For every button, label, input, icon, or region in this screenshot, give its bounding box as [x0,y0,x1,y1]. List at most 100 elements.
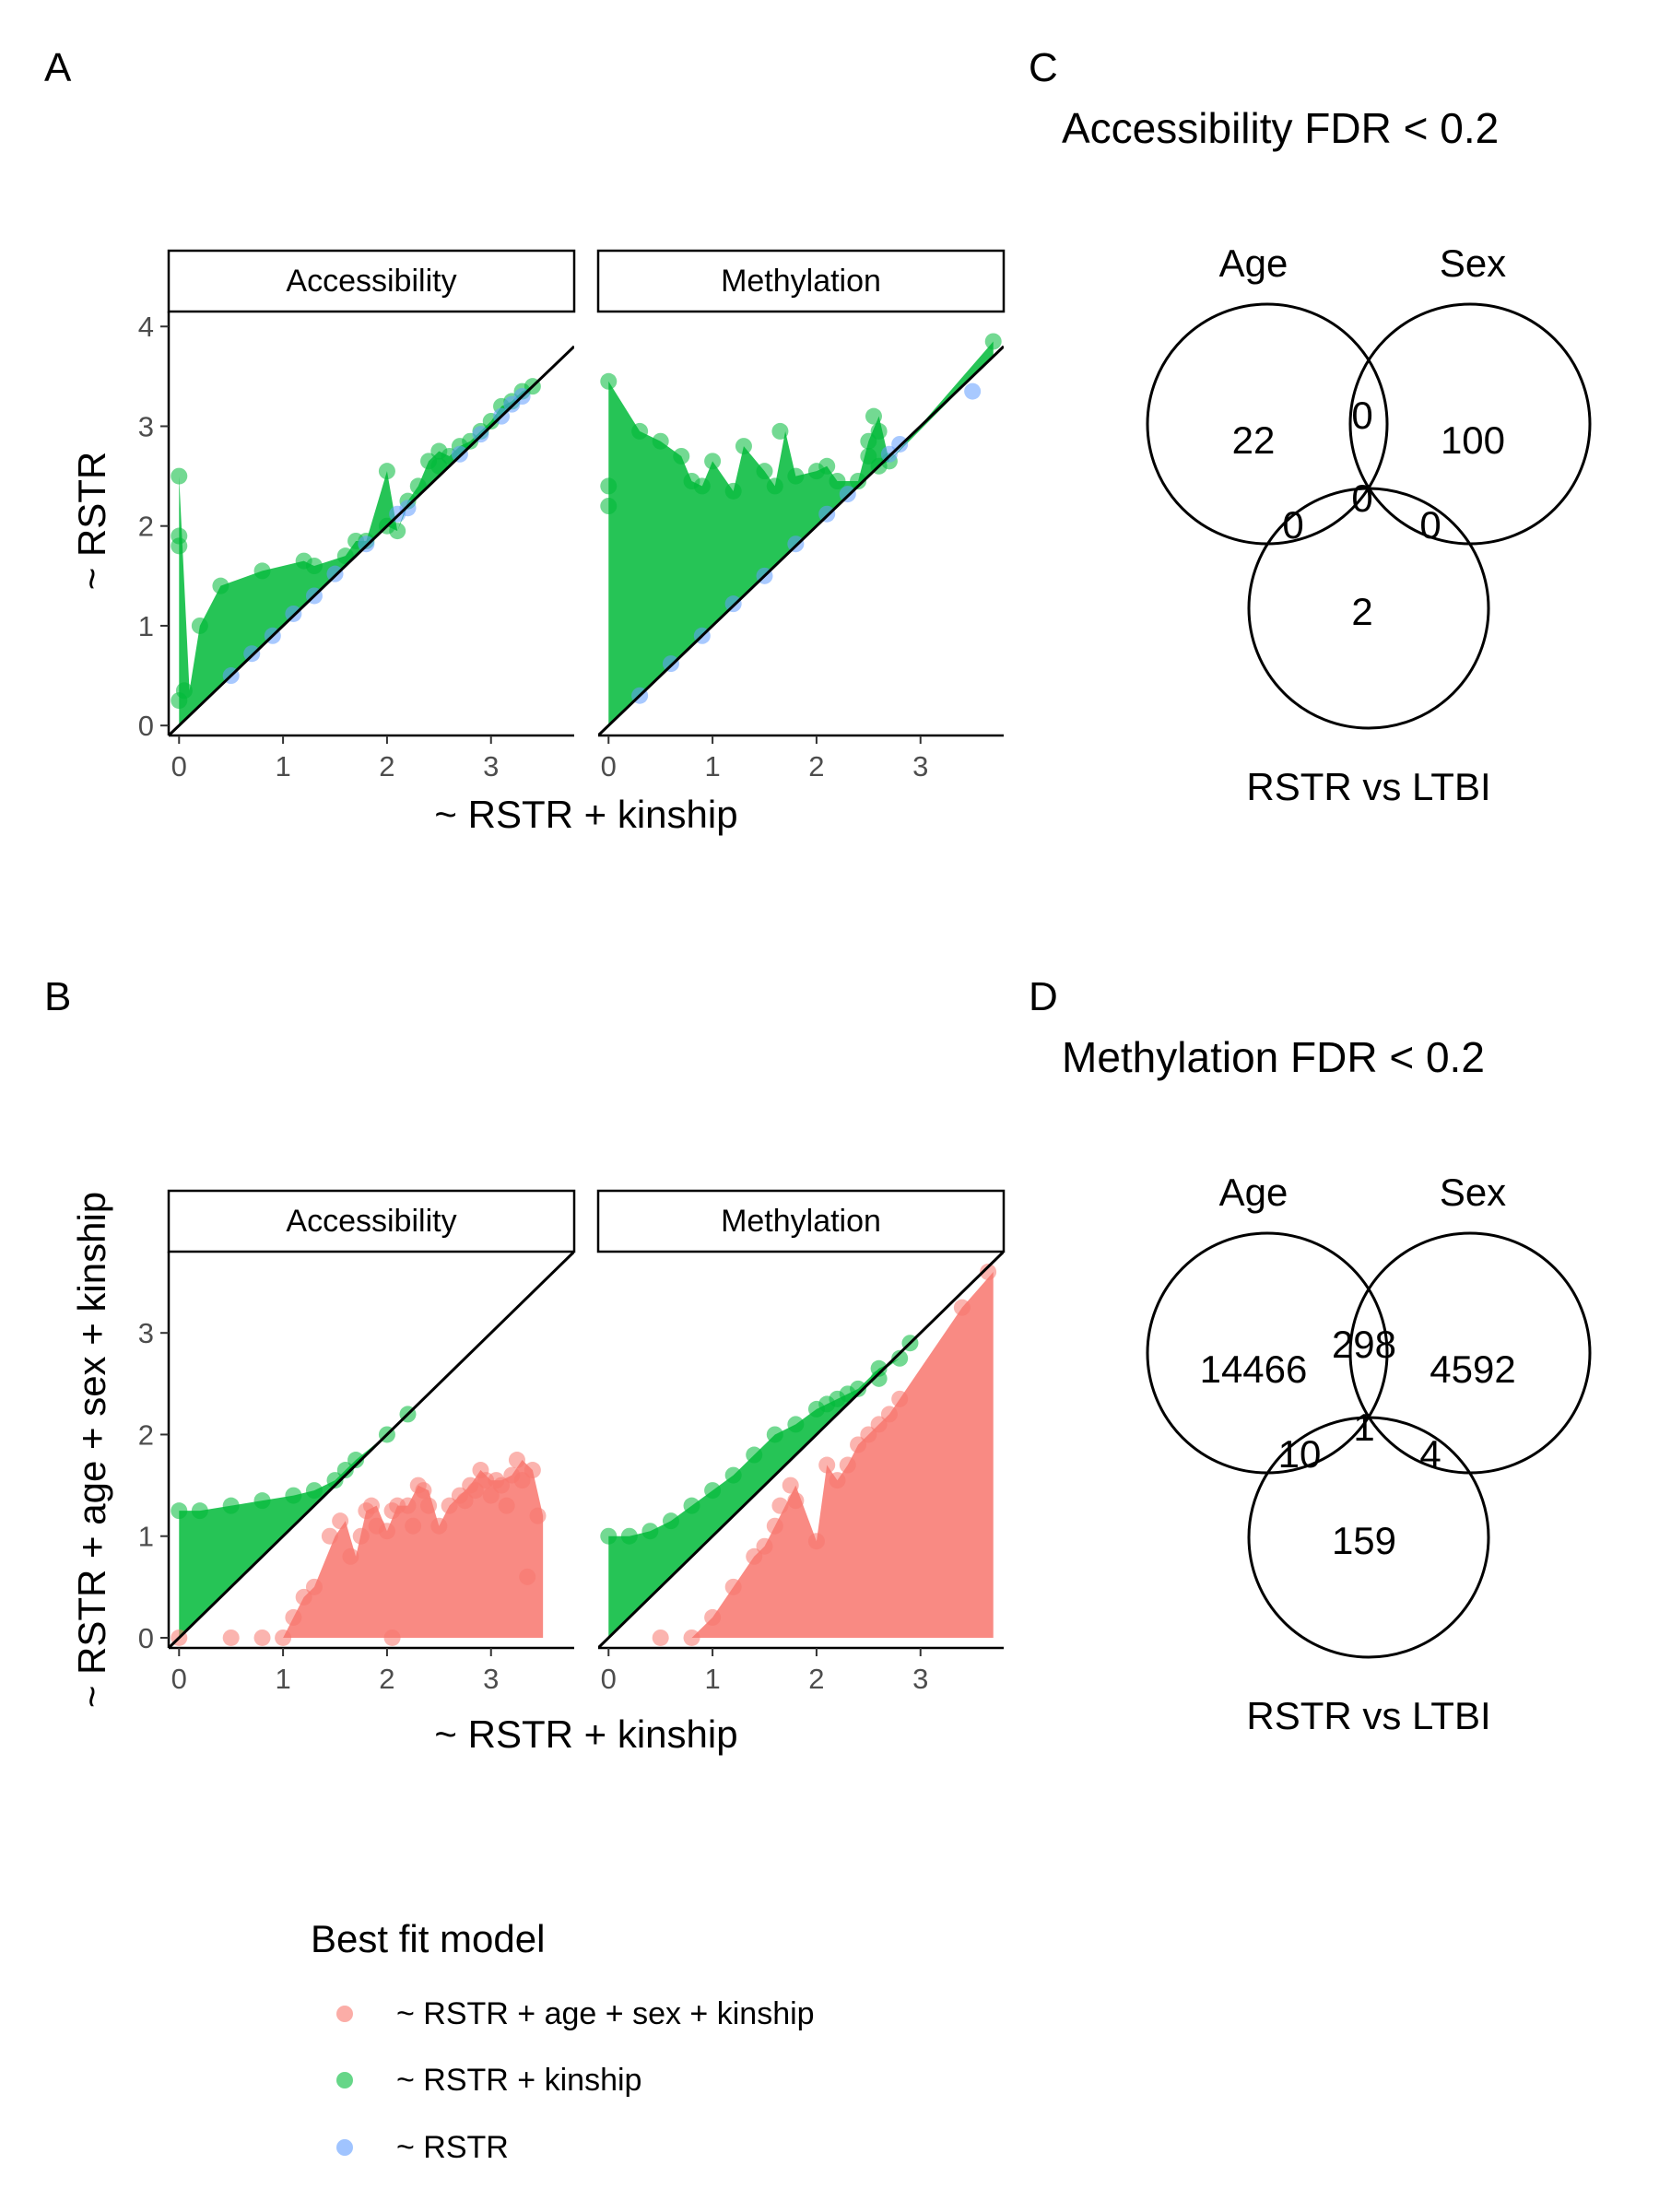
data-point-full-accessibility-b-10 [352,1527,370,1545]
point-cloud-kinship-accessibility-b [179,1414,408,1638]
data-point-kinship-accessibility-b-7 [336,1462,354,1479]
x-tick-label-methylation-b-1: 1 [704,1663,720,1695]
venn-circle-rstr-d [1247,1416,1490,1659]
data-point-kinship-accessibility-b-2 [222,1497,240,1514]
venn-count-sex-only-c: 100 [1441,418,1505,462]
data-point-kinship-methylation-b-1 [620,1527,638,1545]
data-point-kinship-accessibility-b-8 [347,1452,365,1469]
facet-methylation-b [598,1252,1004,1650]
data-point-kinship-methylation-a-0 [600,372,618,390]
data-point-full-accessibility-b-40 [383,1629,401,1646]
legend-label-full-model: ~ RSTR + age + sex + kinship [396,1996,815,2031]
venn-set-label-rstr-d: RSTR vs LTBI [1246,1694,1490,1737]
y-tick-label-b-0: 0 [138,1622,154,1654]
venn-count-age-only-d: 14466 [1200,1347,1308,1391]
x-tick-label-methylation-b-2: 2 [808,1663,824,1695]
data-point-kinship-methylation-a-20 [860,447,877,465]
panel-label-b: B [44,974,71,1019]
identity-line-accessibility-a [169,345,574,735]
data-point-kinship-methylation-a-11 [756,463,773,480]
data-point-kinship-methylation-b-14 [891,1349,909,1367]
y-tick-label-a-0: 0 [138,710,154,742]
data-point-full-methylation-b-11 [818,1456,836,1474]
panel-label-a: A [44,45,72,90]
legend-entry-kinship-model: ~ RSTR + kinship [336,2063,641,2098]
x-tick-label-methylation-a-0: 0 [601,750,617,782]
x-tick-label-methylation-a-2: 2 [808,750,824,782]
data-point-kinship-accessibility-b-5 [305,1482,323,1500]
facet-label-accessibility-b: Accessibility [286,1204,456,1239]
x-axis-title-b: ~ RSTR + kinship [434,1712,737,1756]
x-tick-label-methylation-a-1: 1 [704,750,720,782]
y-axis-ticks-b: 0 1 2 3 [138,1317,169,1654]
data-point-kinship-methylation-b-16 [870,1370,888,1387]
data-point-kinship-accessibility-a-6 [212,577,229,594]
venn-count-all-d: 1 [1353,1406,1374,1449]
data-point-full-accessibility-b-20 [415,1482,432,1500]
data-point-kinship-methylation-a-19 [860,432,877,450]
venn-set-label-age-d: Age [1219,1171,1288,1214]
data-point-kinship-accessibility-a-5 [191,617,208,634]
data-point-full-methylation-b-3 [724,1578,742,1595]
data-point-full-methylation-b-10 [807,1533,825,1550]
facet-label-accessibility-a: Accessibility [286,264,456,299]
data-point-full-accessibility-b-18 [405,1517,422,1535]
data-point-full-accessibility-b-1 [222,1629,240,1646]
data-point-full-accessibility-b-6 [305,1578,323,1595]
data-point-kinship-methylation-a-23 [870,422,888,440]
facet-strip-accessibility-b: Accessibility [167,1189,576,1253]
data-point-full-accessibility-b-35 [508,1452,525,1469]
legend-entry-full-model: ~ RSTR + age + sex + kinship [336,1996,815,2031]
data-point-full-accessibility-b-22 [430,1517,448,1535]
data-point-full-methylation-b-13 [839,1456,856,1474]
data-point-full-accessibility-b-3 [275,1629,292,1646]
facet-strip-methylation-a: Methylation [596,249,1006,313]
data-point-kinship-accessibility-a-14 [389,523,406,540]
data-point-full-methylation-b-14 [850,1436,867,1453]
venn-set-label-sex-d: Sex [1440,1171,1506,1214]
venn-count-age-only-c: 22 [1232,418,1276,462]
x-tick-label-methylation-b-0: 0 [601,1663,617,1695]
venn-set-label-rstr-c: RSTR vs LTBI [1246,765,1490,808]
venn-set-label-age-c: Age [1219,241,1288,285]
data-point-full-accessibility-b-9 [342,1547,359,1565]
data-point-kinship-methylation-a-5 [673,447,690,465]
data-point-kinship-accessibility-a-4 [175,682,193,700]
data-point-full-methylation-b-20 [980,1264,997,1281]
data-point-full-methylation-b-0 [652,1629,669,1646]
identity-line-methylation-b [598,1252,1004,1648]
y-tick-label-b-1: 1 [138,1521,154,1553]
facet-accessibility-a [167,312,574,737]
legend: Best fit model ~ RSTR + age + sex + kins… [311,1917,815,2165]
venn-count-sex-rstr-d: 4 [1419,1432,1441,1476]
data-point-kinship-methylation-b-4 [683,1497,700,1514]
data-point-kinship-methylation-b-8 [766,1426,783,1443]
data-point-kinship-methylation-b-9 [787,1416,805,1433]
data-point-full-accessibility-b-39 [529,1507,547,1524]
data-point-full-methylation-b-8 [782,1477,799,1494]
x-tick-label-methylation-a-3: 3 [912,750,928,782]
data-point-full-accessibility-b-30 [482,1487,500,1504]
data-point-full-methylation-b-1 [683,1629,700,1646]
data-point-kinship-methylation-b-5 [704,1482,722,1500]
data-point-full-accessibility-b-12 [363,1497,380,1514]
data-point-kinship-methylation-a-10 [735,438,752,455]
data-point-kinship-accessibility-a-7 [253,562,271,580]
x-tick-label-accessibility-a-0: 0 [171,750,187,782]
venn-count-all-c: 0 [1351,477,1372,520]
data-point-kinship-methylation-b-2 [641,1523,659,1540]
venn-count-age-rstr-c: 0 [1282,503,1303,547]
panel-label-d: D [1029,974,1058,1019]
facet-label-methylation-b: Methylation [721,1204,881,1239]
data-point-kinship-methylation-a-1 [600,477,618,495]
x-tick-label-accessibility-a-1: 1 [275,750,290,782]
data-point-full-methylation-b-5 [756,1537,773,1555]
panel-label-c: C [1029,45,1058,90]
data-point-kinship-accessibility-a-0 [171,467,188,485]
venn-title-d: Methylation FDR < 0.2 [1062,1033,1485,1081]
data-point-kinship-methylation-b-3 [662,1512,679,1530]
data-point-full-methylation-b-15 [860,1426,877,1443]
data-point-kinship-methylation-a-7 [693,477,711,495]
x-axis-ticks-b: 0 1 2 3 0 1 2 3 [171,1648,928,1695]
